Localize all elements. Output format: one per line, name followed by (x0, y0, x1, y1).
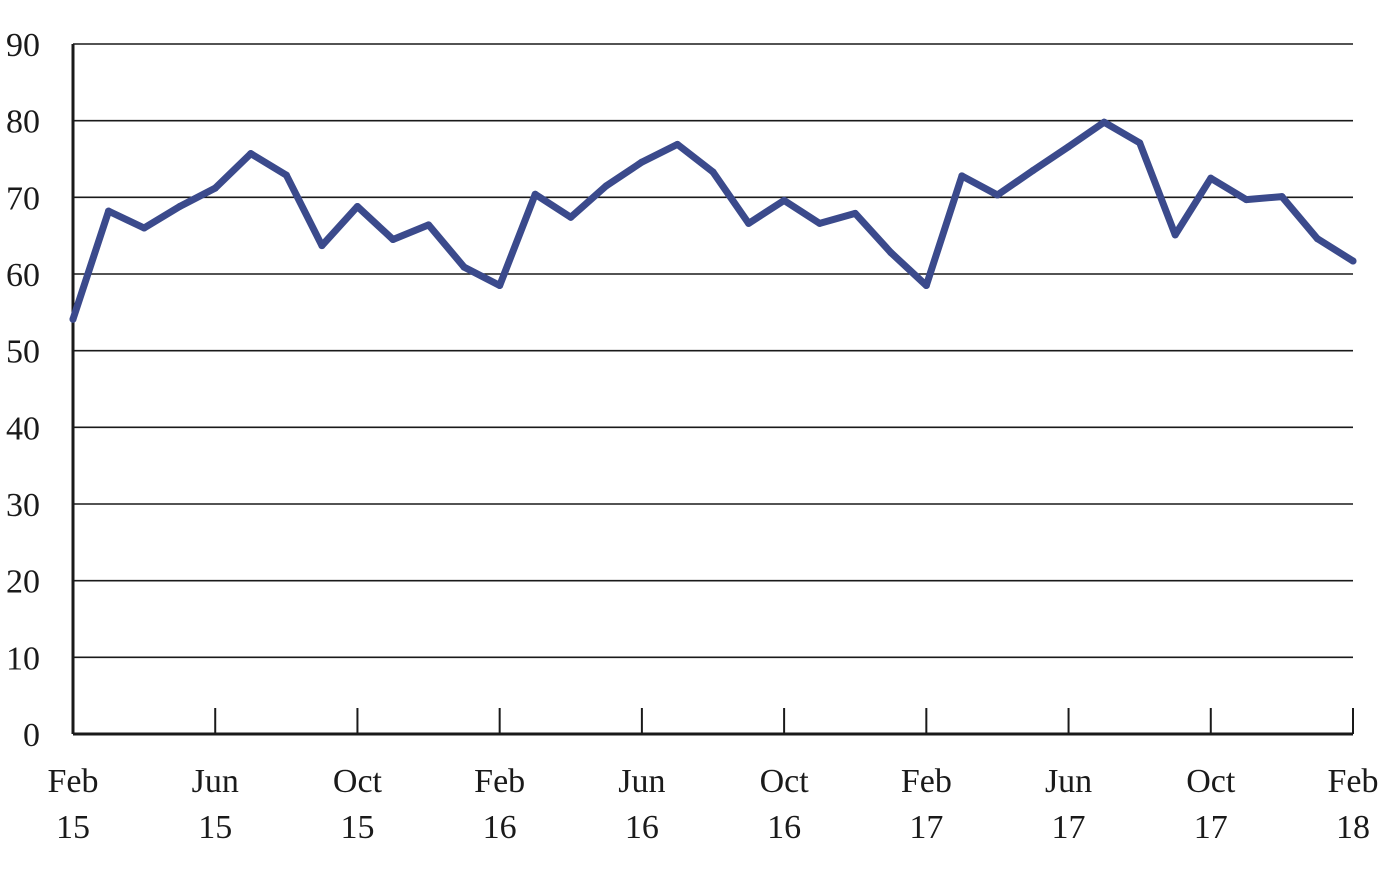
data-point (567, 213, 575, 221)
x-tick-label-month: Jun (192, 763, 239, 800)
data-point (1313, 235, 1321, 243)
y-tick-label: 40 (6, 410, 40, 447)
x-tick-label-month: Feb (901, 763, 952, 800)
y-tick-label: 0 (23, 717, 40, 754)
data-point (993, 191, 1001, 199)
data-point (1242, 196, 1250, 204)
data-point (1065, 143, 1073, 151)
data-point (1136, 139, 1144, 147)
data-point (780, 196, 788, 204)
data-point (958, 172, 966, 180)
data-point (1029, 167, 1037, 174)
x-tick-label-year: 17 (1052, 809, 1086, 846)
data-point (1171, 231, 1179, 239)
y-tick-label: 60 (6, 257, 40, 294)
y-tick-label: 70 (6, 180, 40, 217)
y-tick-label: 50 (6, 334, 40, 371)
data-point (69, 315, 77, 323)
x-tick-label-year: 16 (767, 809, 801, 846)
series-line-0 (69, 118, 1357, 323)
data-point (602, 182, 610, 190)
axis-layer (71, 44, 1354, 736)
x-tick-label-month: Oct (1186, 763, 1236, 800)
y-tick-label: 30 (6, 487, 40, 524)
y-tick-label: 20 (6, 564, 40, 601)
data-point (673, 140, 681, 148)
x-tick-label-month: Oct (333, 763, 383, 800)
data-point (1207, 174, 1215, 182)
data-point (211, 184, 219, 192)
data-point (1278, 193, 1286, 201)
data-point (638, 158, 646, 166)
x-tick-label-year: 15 (340, 809, 374, 846)
data-point (140, 224, 148, 232)
data-point (353, 203, 361, 211)
data-point (745, 219, 753, 227)
grid-layer (73, 43, 1353, 659)
tick-label-layer: 0 10 20 30 40 50 60 70 80 90 Feb 15 Jun 15 Oct 15 Feb 16 J… (6, 27, 1379, 846)
x-tick-label-year: 15 (56, 809, 90, 846)
data-point (816, 219, 824, 227)
x-tick-label-month: Jun (618, 763, 665, 800)
data-point (460, 263, 468, 271)
data-point (496, 282, 504, 289)
x-tick-label-year: 16 (483, 809, 517, 846)
data-point (531, 190, 539, 198)
data-point (282, 171, 290, 179)
x-tick-label-year: 17 (909, 809, 943, 846)
data-point (1100, 118, 1108, 126)
data-point (318, 242, 326, 250)
x-tick-label-month: Jun (1045, 763, 1092, 800)
x-tick-label-year: 16 (625, 809, 659, 846)
x-tick-label-year: 17 (1194, 809, 1228, 846)
x-tick-label-month: Oct (760, 763, 810, 800)
data-point (1349, 257, 1357, 265)
y-tick-label: 80 (6, 104, 40, 141)
data-point (389, 236, 397, 243)
x-tick-label-month: Feb (48, 763, 99, 800)
data-point (425, 221, 433, 229)
x-tick-label-month: Feb (474, 763, 525, 800)
data-point (709, 168, 717, 176)
data-point (922, 282, 930, 289)
data-point (851, 209, 859, 217)
y-tick-label: 10 (6, 640, 40, 677)
data-point (247, 150, 255, 158)
data-point (176, 203, 184, 211)
x-tick-label-year: 15 (198, 809, 232, 846)
x-tick-label-year: 18 (1336, 809, 1370, 846)
x-tick-label-month: Feb (1328, 763, 1379, 800)
data-point (887, 249, 895, 257)
data-point (105, 207, 113, 215)
series-layer (69, 118, 1357, 323)
y-tick-label: 90 (6, 27, 40, 64)
